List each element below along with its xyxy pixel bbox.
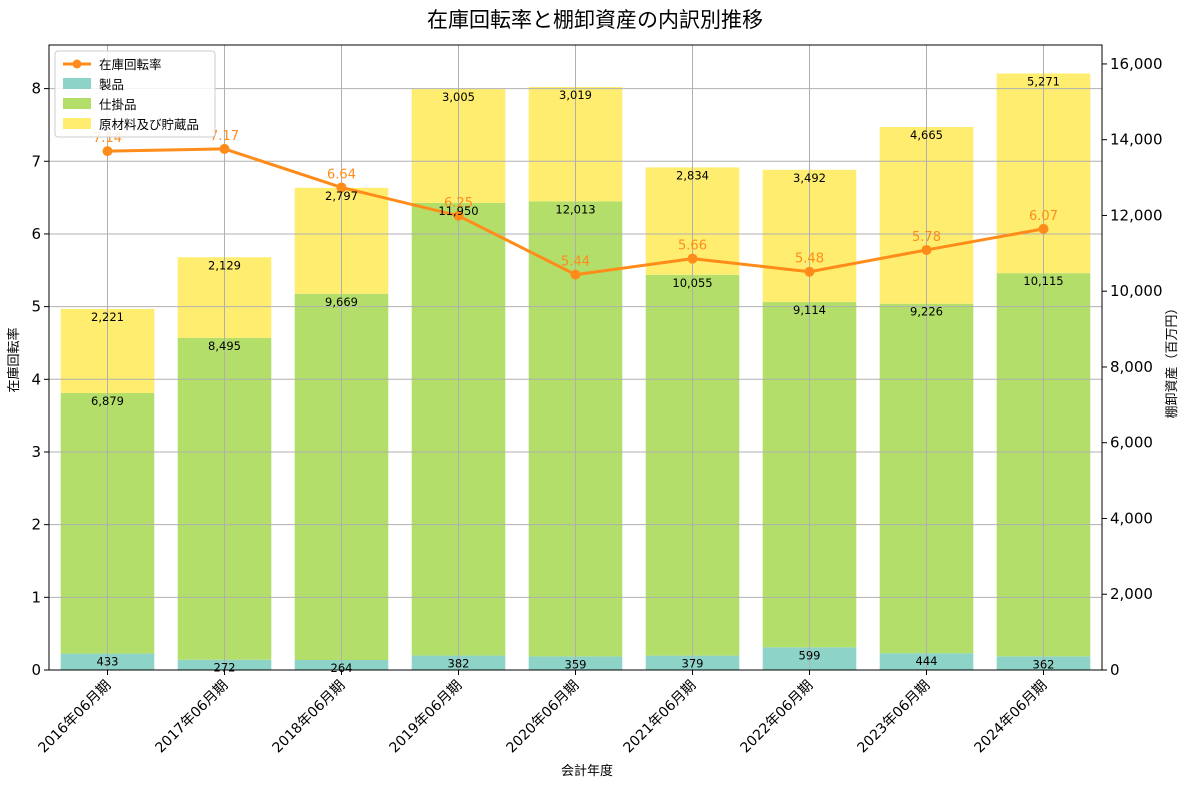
rate-point [1038, 223, 1049, 234]
legend-box [54, 50, 216, 138]
y-right-tick-label: 14,000 [1110, 131, 1163, 149]
rate-point [570, 269, 581, 280]
bar-value-label: 5,271 [1027, 74, 1060, 88]
grid-layer [49, 45, 1102, 671]
bar-value-label: 599 [799, 648, 821, 662]
bar-value-label: 2,797 [325, 189, 358, 203]
y-left-tick-label: 8 [31, 80, 41, 98]
rate-point [921, 244, 932, 255]
bar-value-label: 433 [97, 655, 119, 669]
rate-value-label: 5.66 [678, 239, 707, 254]
bar-value-label: 12,013 [555, 202, 595, 216]
y-right-tick-label: 4,000 [1110, 509, 1153, 527]
rate-point [687, 253, 698, 264]
bar-value-label: 272 [214, 661, 236, 675]
x-tick-label: 2023年06月期 [855, 678, 934, 757]
bar-value-label: 10,055 [672, 276, 712, 290]
rate-value-label: 5.48 [795, 252, 824, 267]
y-right-tick-label: 6,000 [1110, 434, 1153, 452]
y-right-tick-label: 12,000 [1110, 206, 1163, 224]
x-tick-label: 2017年06月期 [153, 678, 232, 757]
rate-point [804, 266, 815, 277]
y-left-tick-label: 7 [31, 152, 41, 170]
bar-value-label: 11,950 [438, 204, 478, 218]
x-tick-label: 2019年06月期 [387, 678, 466, 757]
y-right-tick-label: 8,000 [1110, 358, 1153, 376]
rate-value-label: 6.07 [1029, 209, 1058, 224]
y-left-tick-label: 4 [31, 370, 41, 388]
rate-point [453, 210, 464, 221]
rate-value-label: 7.17 [210, 129, 239, 144]
y-axis-left-label: 在庫回転率 [6, 327, 22, 392]
y-right-tick-label: 2,000 [1110, 585, 1153, 603]
y-axis-right-label: 棚卸資産（百万円） [1164, 301, 1180, 418]
y-right-tick-label: 16,000 [1110, 55, 1163, 73]
y-left-tick-label: 5 [31, 298, 41, 316]
x-tick-label: 2018年06月期 [270, 678, 349, 757]
legend-patch-swatch [63, 78, 91, 89]
y-left-tick-label: 0 [31, 661, 41, 679]
bar-value-label: 2,221 [91, 310, 124, 324]
chart-title: 在庫回転率と棚卸資産の内訳別推移 [427, 8, 763, 32]
x-tick-label: 2021年06月期 [621, 678, 700, 757]
legend-entry-label: 仕掛品 [99, 97, 137, 112]
bar-value-label: 6,879 [91, 394, 124, 408]
bar-value-label: 10,115 [1023, 274, 1063, 288]
legend-marker-swatch [72, 59, 82, 69]
bar-value-label: 2,834 [676, 168, 709, 182]
rate-value-label: 5.78 [912, 230, 941, 245]
legend-entry-label: 在庫回転率 [99, 57, 162, 72]
y-left-tick-label: 1 [31, 588, 41, 606]
bar-value-label: 9,669 [325, 295, 358, 309]
legend-entry-label: 製品 [99, 77, 124, 92]
rate-point [219, 143, 230, 154]
rate-value-label: 6.25 [444, 196, 473, 211]
bar-value-label: 379 [682, 657, 704, 671]
rate-value-label: 6.64 [327, 167, 356, 182]
x-axis-label: 会計年度 [561, 763, 613, 779]
rate-point [102, 146, 113, 157]
bar-value-label: 3,492 [793, 171, 826, 185]
bar-value-label: 382 [448, 657, 470, 671]
legend-entry-label: 原材料及び貯蔵品 [99, 117, 199, 132]
bar-value-label: 444 [916, 654, 938, 668]
bar-value-label: 359 [565, 657, 587, 671]
y-left-tick-label: 6 [31, 225, 41, 243]
y-left-tick-label: 3 [31, 443, 41, 461]
bar-value-label: 3,019 [559, 88, 592, 102]
rate-value-label: 5.44 [561, 255, 590, 270]
bar-value-label: 8,495 [208, 339, 241, 353]
bar-value-label: 4,665 [910, 128, 943, 142]
y-right-tick-label: 0 [1110, 661, 1120, 679]
bar-value-label: 3,005 [442, 90, 475, 104]
x-tick-label: 2024年06月期 [972, 678, 1051, 757]
bar-value-label: 362 [1033, 657, 1055, 671]
x-tick-label: 2016年06月期 [36, 678, 115, 757]
legend-patch-swatch [63, 98, 91, 109]
labels-layer: 433 6,879 2,221 272 8,495 2,129 264 9,669 2,797 3… [91, 74, 1064, 675]
x-tick-label: 2020年06月期 [504, 678, 583, 757]
x-tick-label: 2022年06月期 [738, 678, 817, 757]
legend-patch-swatch [63, 118, 91, 129]
bar-value-label: 2,129 [208, 258, 241, 272]
y-right-tick-label: 10,000 [1110, 282, 1163, 300]
bar-value-label: 264 [331, 661, 353, 675]
y-left-tick-label: 2 [31, 516, 41, 534]
bar-value-label: 9,114 [793, 303, 826, 317]
rate-point [336, 182, 347, 193]
bar-value-label: 9,226 [910, 305, 943, 319]
